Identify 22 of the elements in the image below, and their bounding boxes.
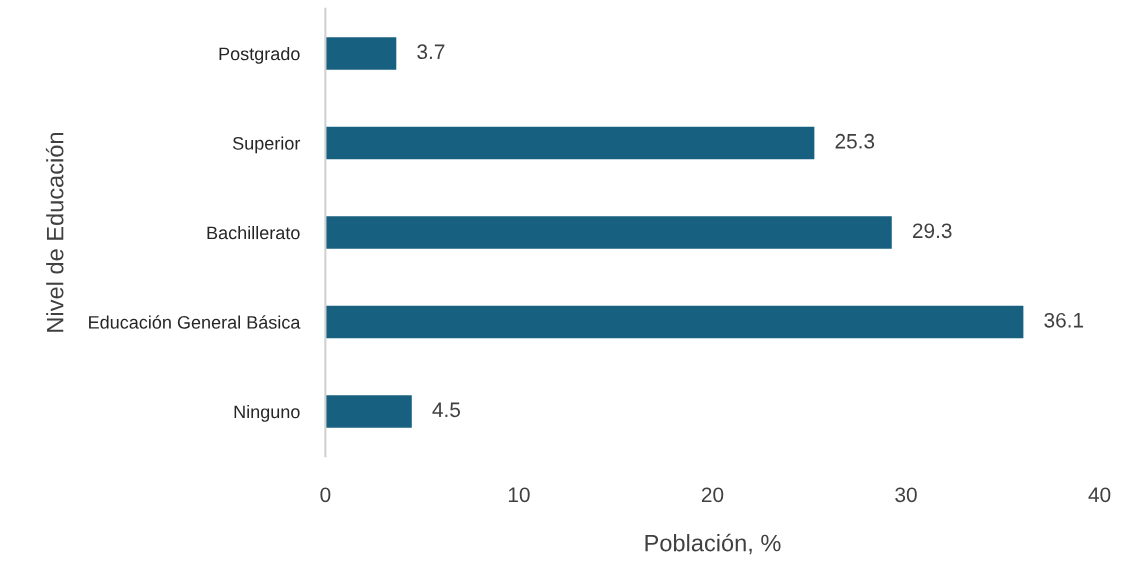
x-tick-label: 0 bbox=[320, 487, 331, 503]
y-tick-label: Postgrado bbox=[219, 46, 300, 64]
y-tick-label: Educación General Básica bbox=[89, 315, 301, 329]
y-axis-title: Nivel de Educación bbox=[45, 133, 64, 332]
bar bbox=[325, 214, 894, 251]
bar bbox=[325, 393, 414, 430]
x-tick-label: 40 bbox=[1088, 487, 1111, 503]
data-label: 4.5 bbox=[432, 402, 461, 418]
x-axis-title: Población, % bbox=[645, 533, 781, 555]
data-label: 3.7 bbox=[417, 44, 445, 60]
y-tick-label: Superior bbox=[232, 136, 301, 154]
bar bbox=[325, 125, 816, 161]
y-tick-label: Ninguno bbox=[234, 405, 300, 422]
data-label: 25.3 bbox=[835, 133, 875, 149]
y-tick-label: Bachillerato bbox=[207, 226, 300, 240]
x-tick-label: 20 bbox=[701, 487, 724, 503]
data-label: 36.1 bbox=[1044, 312, 1084, 328]
x-tick-label: 10 bbox=[508, 487, 530, 503]
x-tick-label: 30 bbox=[895, 487, 917, 503]
bar bbox=[325, 35, 398, 72]
data-label: 29.3 bbox=[912, 223, 952, 239]
bar bbox=[325, 304, 1025, 340]
